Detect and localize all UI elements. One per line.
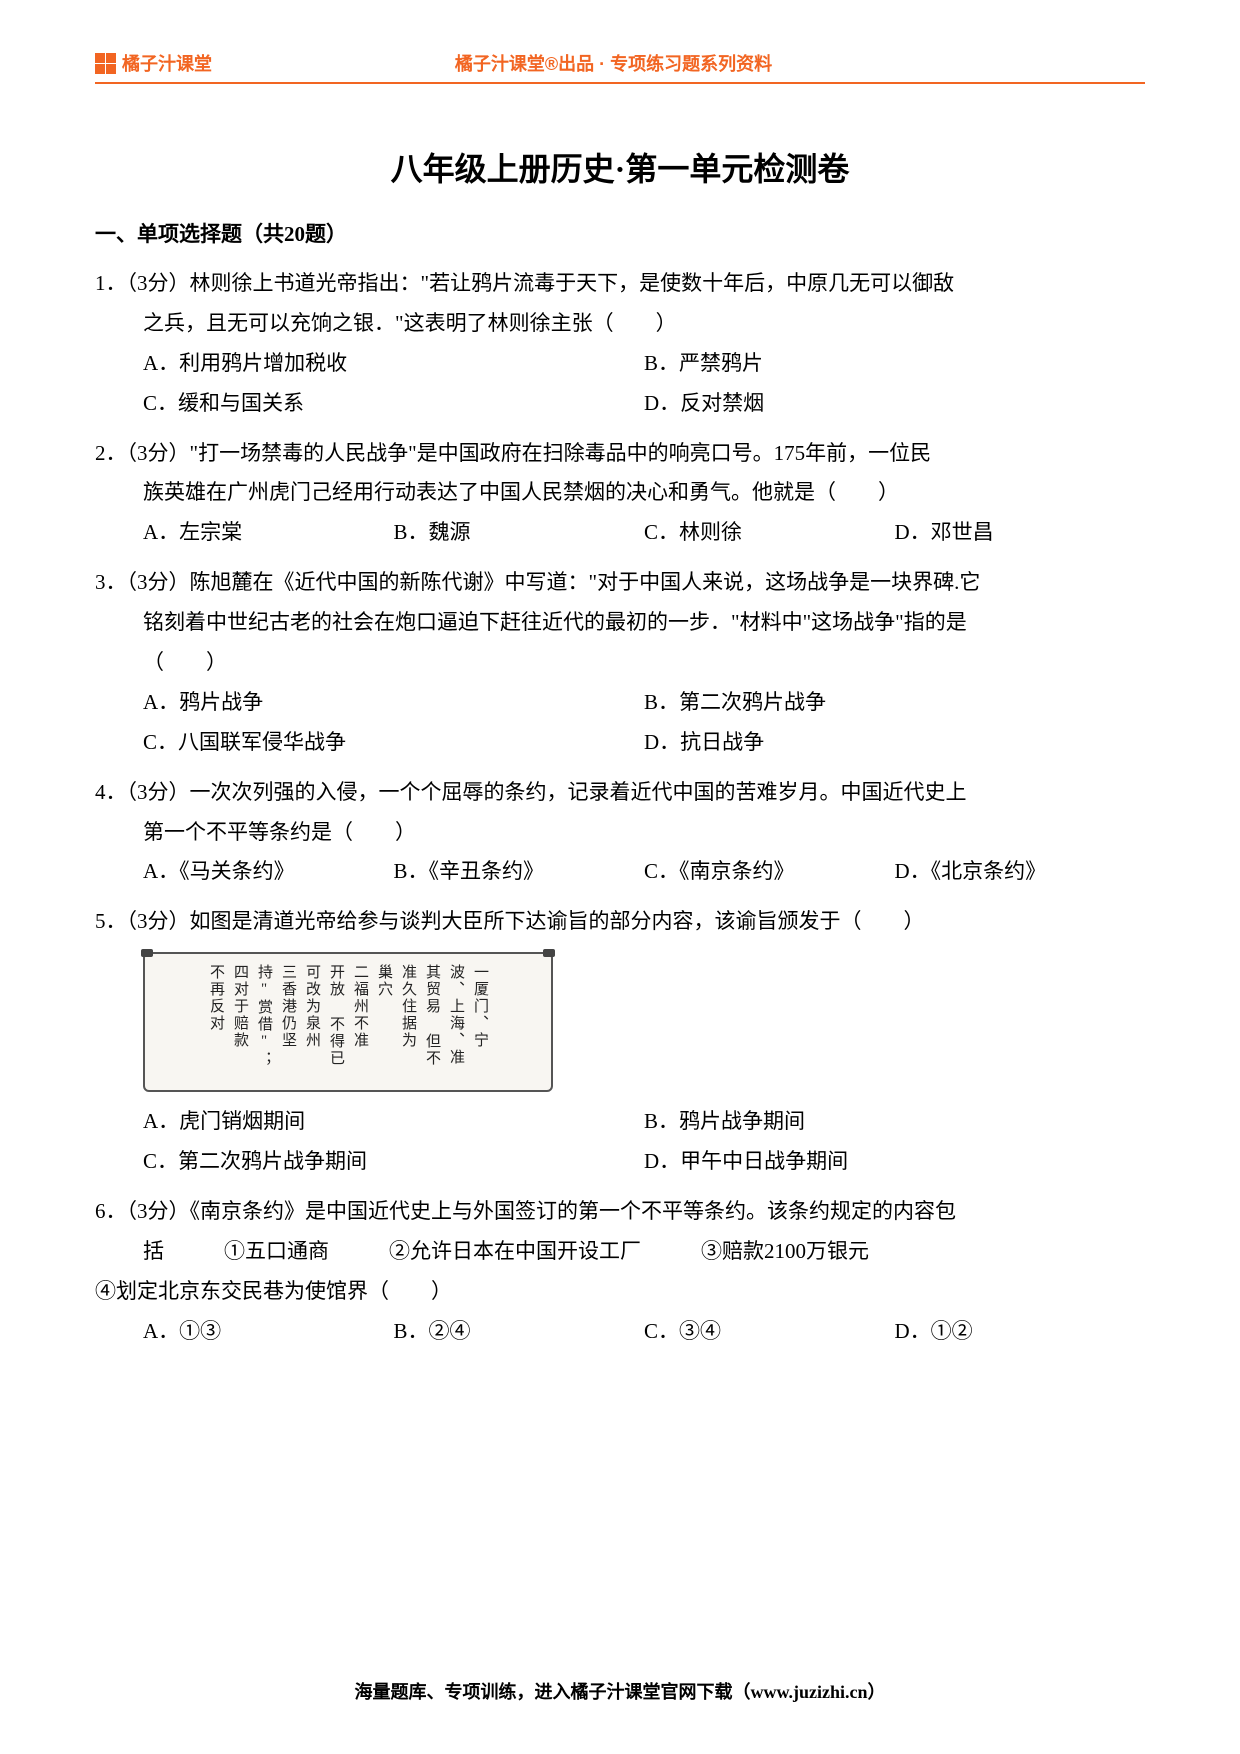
option-c: C．八国联军侵华战争 bbox=[143, 723, 644, 763]
question-text-line2: 铭刻着中世纪古老的社会在炮口逼迫下赶往近代的最初的一步．"材料中"这场战争"指的… bbox=[143, 603, 1145, 643]
scroll-column: 二福州不准 bbox=[351, 964, 369, 1080]
option-b: B．魏源 bbox=[394, 513, 645, 553]
option-c: C．缓和与国关系 bbox=[143, 384, 644, 424]
option-a: A．①③ bbox=[143, 1312, 394, 1352]
question-1: 1．（3分）林则徐上书道光帝指出："若让鸦片流毒于天下，是使数十年后，中原几无可… bbox=[95, 264, 1145, 424]
scroll-column: 可改为泉州 bbox=[303, 964, 321, 1080]
option-d: D．抗日战争 bbox=[644, 723, 1145, 763]
question-text-line2: 第一个不平等条约是（ ） bbox=[143, 813, 1145, 853]
question-6: 6．（3分）《南京条约》是中国近代史上与外国签订的第一个不平等条约。该条约规定的… bbox=[95, 1192, 1145, 1352]
page-footer: 海量题库、专项训练，进入橘子汁课堂官网下载（www.juzizhi.cn） bbox=[0, 1678, 1240, 1704]
question-2: 2．（3分）"打一场禁毒的人民战争"是中国政府在扫除毒品中的响亮口号。175年前… bbox=[95, 434, 1145, 554]
scroll-column: 持"赏借"； bbox=[255, 964, 273, 1080]
header-divider bbox=[95, 82, 1145, 84]
question-text: 5．（3分）如图是清道光帝给参与谈判大臣所下达谕旨的部分内容，该谕旨颁发于（ ） bbox=[95, 902, 1145, 942]
scroll-column: 其贸易 但不 bbox=[423, 964, 441, 1080]
scroll-column: 不再反对 bbox=[207, 964, 225, 1080]
question-text-line3: （ ） bbox=[143, 643, 1145, 683]
question-options: A．利用鸦片增加税收 B．严禁鸦片 C．缓和与国关系 D．反对禁烟 bbox=[143, 344, 1145, 424]
scroll-column: 巢穴 bbox=[375, 964, 393, 1080]
option-b: B．《辛丑条约》 bbox=[394, 852, 645, 892]
question-4: 4．（3分）一次次列强的入侵，一个个屈辱的条约，记录着近代中国的苦难岁月。中国近… bbox=[95, 773, 1145, 893]
section-title: 一、单项选择题（共20题） bbox=[95, 218, 1145, 248]
edict-scroll-image: 不再反对 四对于赔款 持"赏借"； 三香港仍坚 可改为泉州 开放 不得已 二福州… bbox=[143, 952, 553, 1092]
scroll-column: 开放 不得已 bbox=[327, 964, 345, 1080]
item-1: ①五口通商 bbox=[224, 1232, 329, 1272]
option-a: A．左宗棠 bbox=[143, 513, 394, 553]
item-3: ③赔款2100万银元 bbox=[701, 1232, 869, 1272]
item-label-include: 括 bbox=[143, 1232, 164, 1272]
option-c: C．林则徐 bbox=[644, 513, 895, 553]
scroll-column: 一厦门、宁 bbox=[471, 964, 489, 1080]
option-a: A．鸦片战争 bbox=[143, 683, 644, 723]
question-options: A．鸦片战争 B．第二次鸦片战争 C．八国联军侵华战争 D．抗日战争 bbox=[143, 683, 1145, 763]
question-text: 6．（3分）《南京条约》是中国近代史上与外国签订的第一个不平等条约。该条约规定的… bbox=[95, 1192, 1145, 1232]
option-a: A．《马关条约》 bbox=[143, 852, 394, 892]
scroll-column: 准久住据为 bbox=[399, 964, 417, 1080]
option-d: D．甲午中日战争期间 bbox=[644, 1142, 1145, 1182]
option-d: D．《北京条约》 bbox=[895, 852, 1146, 892]
option-c: C．《南京条约》 bbox=[644, 852, 895, 892]
question-items-row: 括 ①五口通商 ②允许日本在中国开设工厂 ③赔款2100万银元 bbox=[143, 1232, 1145, 1272]
question-3: 3．（3分）陈旭麓在《近代中国的新陈代谢》中写道："对于中国人来说，这场战争是一… bbox=[95, 563, 1145, 762]
question-text-line2: 族英雄在广州虎门己经用行动表达了中国人民禁烟的决心和勇气。他就是（ ） bbox=[143, 473, 1145, 513]
option-b: B．鸦片战争期间 bbox=[644, 1102, 1145, 1142]
question-text-line2: 之兵，且无可以充饷之银．"这表明了林则徐主张（ ） bbox=[143, 304, 1145, 344]
option-b: B．第二次鸦片战争 bbox=[644, 683, 1145, 723]
scroll-column: 波、上海、准 bbox=[447, 964, 465, 1080]
option-d: D．邓世昌 bbox=[895, 513, 1146, 553]
question-5: 5．（3分）如图是清道光帝给参与谈判大臣所下达谕旨的部分内容，该谕旨颁发于（ ）… bbox=[95, 902, 1145, 1182]
option-b: B．②④ bbox=[394, 1312, 645, 1352]
question-text: 3．（3分）陈旭麓在《近代中国的新陈代谢》中写道："对于中国人来说，这场战争是一… bbox=[95, 563, 1145, 603]
option-d: D．①② bbox=[895, 1312, 1146, 1352]
option-c: C．③④ bbox=[644, 1312, 895, 1352]
item-2: ②允许日本在中国开设工厂 bbox=[389, 1232, 641, 1272]
scroll-column: 三香港仍坚 bbox=[279, 964, 297, 1080]
option-a: A．利用鸦片增加税收 bbox=[143, 344, 644, 384]
option-d: D．反对禁烟 bbox=[644, 384, 1145, 424]
question-text: 2．（3分）"打一场禁毒的人民战争"是中国政府在扫除毒品中的响亮口号。175年前… bbox=[95, 434, 1145, 474]
page-title: 八年级上册历史·第一单元检测卷 bbox=[95, 144, 1145, 190]
option-c: C．第二次鸦片战争期间 bbox=[143, 1142, 644, 1182]
scroll-column: 四对于赔款 bbox=[231, 964, 249, 1080]
option-b: B．严禁鸦片 bbox=[644, 344, 1145, 384]
header-title: 橘子汁课堂®出品 · 专项练习题系列资料 bbox=[82, 50, 1145, 76]
question-options: A．①③ B．②④ C．③④ D．①② bbox=[143, 1312, 1145, 1352]
question-options: A．《马关条约》 B．《辛丑条约》 C．《南京条约》 D．《北京条约》 bbox=[143, 852, 1145, 892]
question-text: 1．（3分）林则徐上书道光帝指出："若让鸦片流毒于天下，是使数十年后，中原几无可… bbox=[95, 264, 1145, 304]
page-header: 橘子汁课堂 橘子汁课堂®出品 · 专项练习题系列资料 bbox=[95, 50, 1145, 76]
option-a: A．虎门销烟期间 bbox=[143, 1102, 644, 1142]
question-options: A．虎门销烟期间 B．鸦片战争期间 C．第二次鸦片战争期间 D．甲午中日战争期间 bbox=[143, 1102, 1145, 1182]
question-options: A．左宗棠 B．魏源 C．林则徐 D．邓世昌 bbox=[143, 513, 1145, 553]
question-text-line3: ④划定北京东交民巷为使馆界（ ） bbox=[95, 1272, 1145, 1312]
question-text: 4．（3分）一次次列强的入侵，一个个屈辱的条约，记录着近代中国的苦难岁月。中国近… bbox=[95, 773, 1145, 813]
